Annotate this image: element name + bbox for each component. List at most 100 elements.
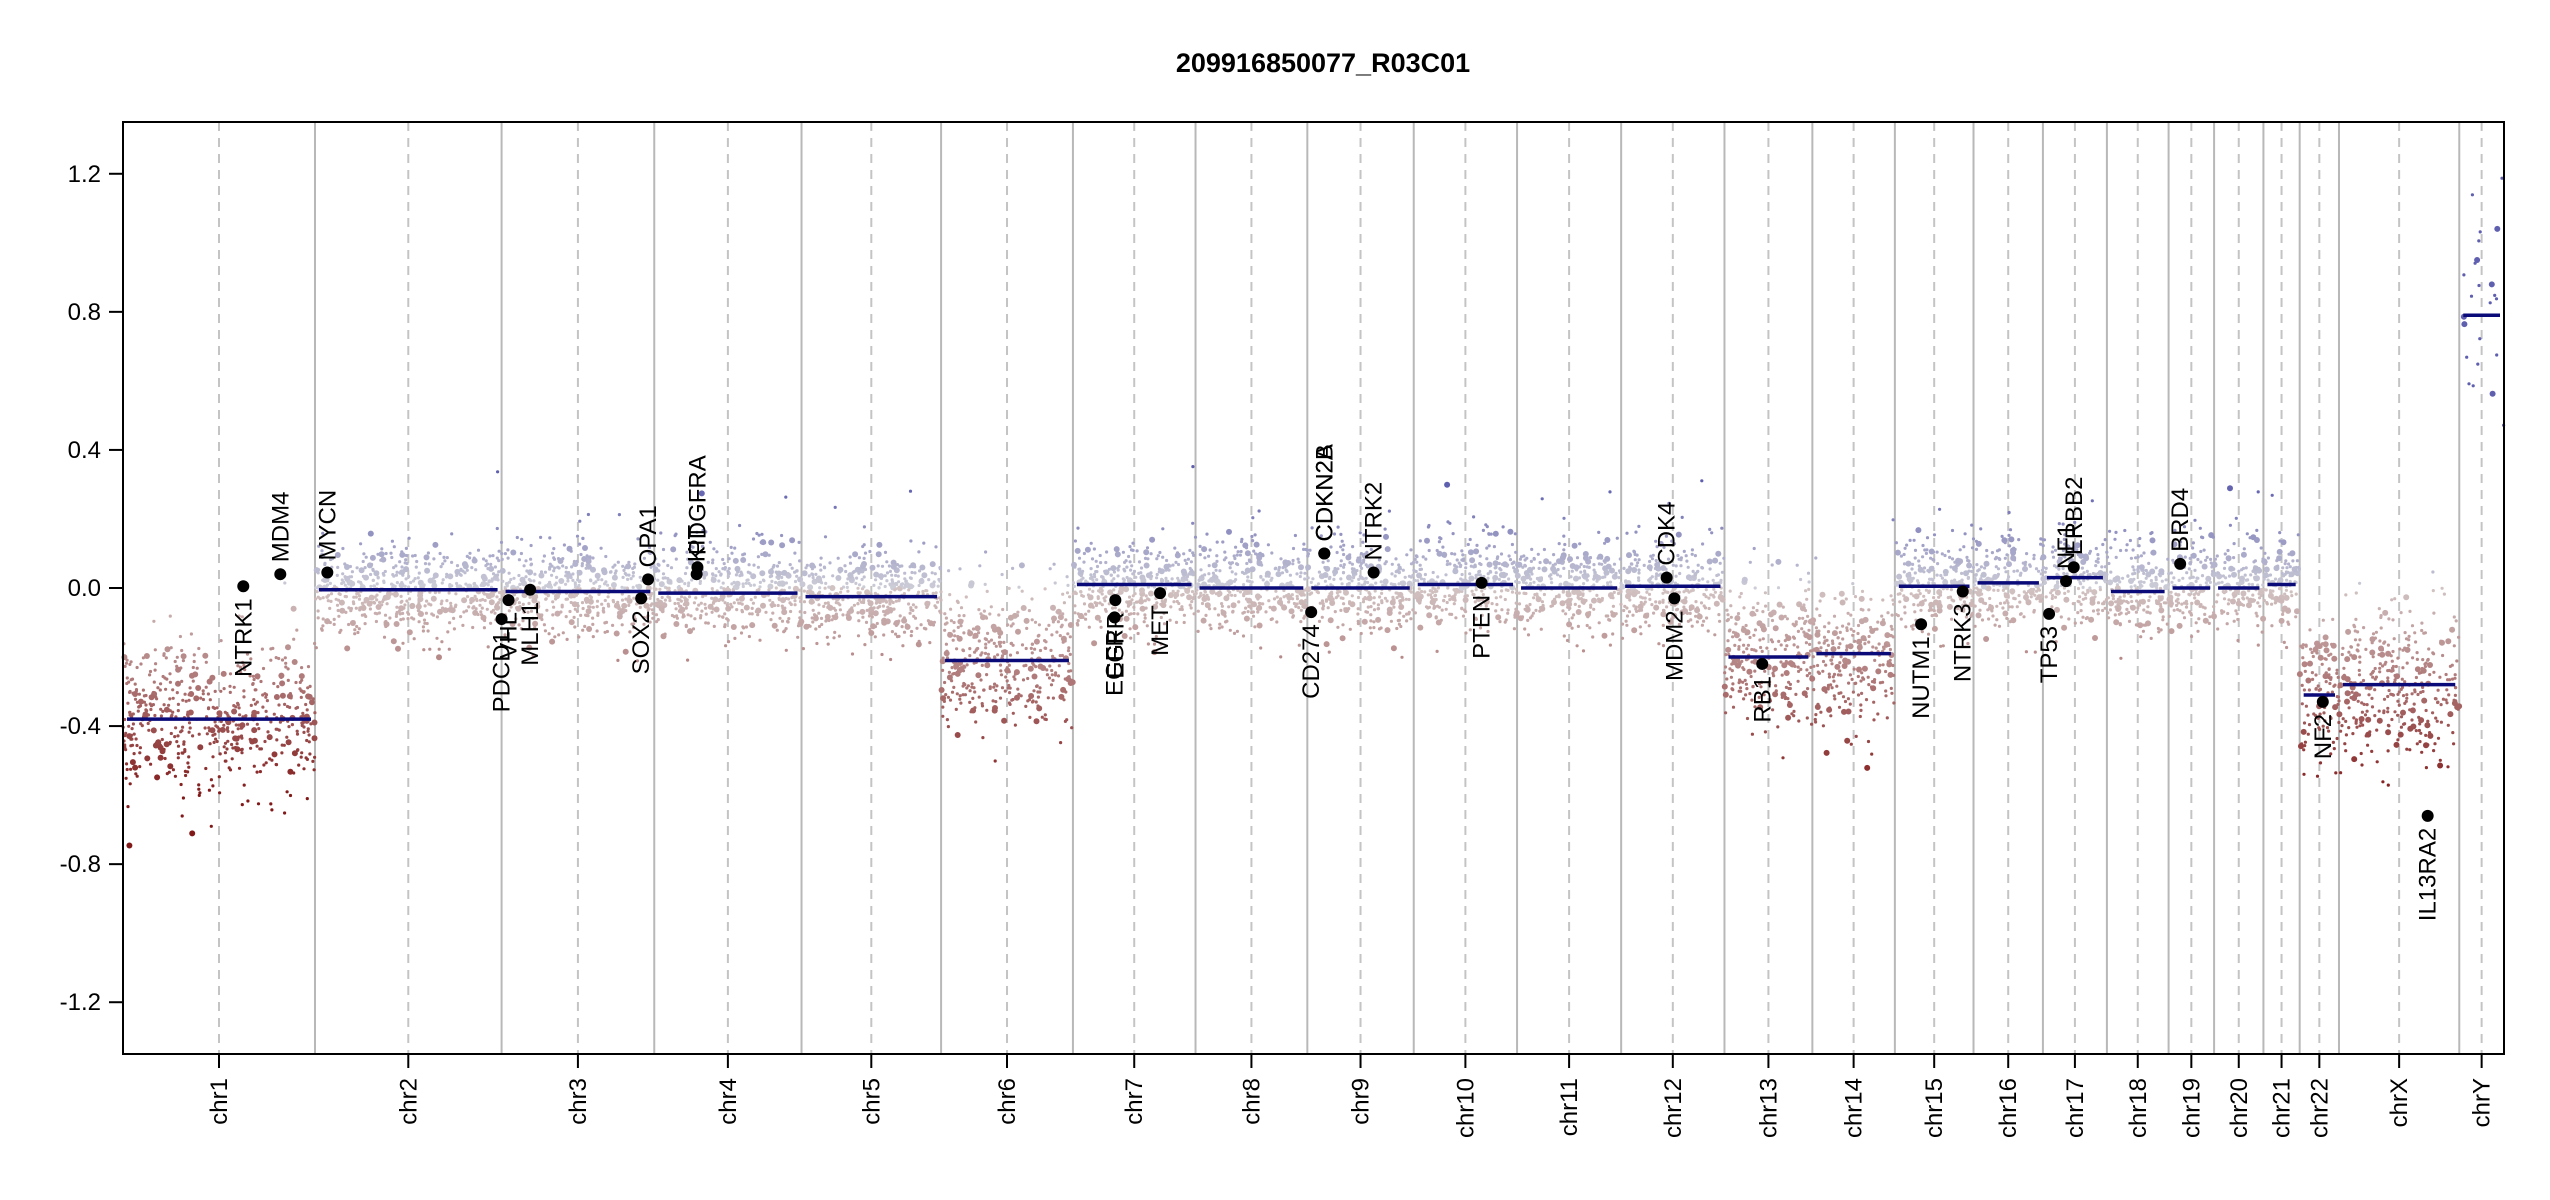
probe-point xyxy=(1564,581,1568,585)
probe-point xyxy=(1696,563,1700,567)
probe-point xyxy=(1414,569,1418,574)
probe-point xyxy=(173,774,177,778)
probe-point xyxy=(951,672,955,676)
probe-point xyxy=(208,742,212,746)
probe-point xyxy=(249,746,253,750)
probe-point xyxy=(288,793,293,798)
probe-point xyxy=(1713,633,1717,637)
probe-point xyxy=(1342,565,1346,569)
probe-point xyxy=(368,594,375,601)
probe-point xyxy=(276,685,280,689)
probe-point xyxy=(1105,550,1109,554)
probe-point xyxy=(1715,573,1719,578)
probe-point xyxy=(452,616,456,621)
probe-point xyxy=(148,694,155,701)
probe-point xyxy=(621,575,625,580)
probe-point xyxy=(1068,595,1072,599)
probe-point xyxy=(252,698,256,702)
probe-point xyxy=(1152,603,1159,610)
probe-point xyxy=(226,714,230,718)
probe-point xyxy=(734,573,739,577)
probe-point xyxy=(591,605,595,609)
probe-point xyxy=(710,577,717,583)
probe-point xyxy=(742,626,746,630)
probe-point xyxy=(1342,563,1346,567)
probe-point xyxy=(251,727,258,734)
probe-point xyxy=(1731,705,1736,709)
probe-point xyxy=(704,606,708,610)
probe-point xyxy=(1146,557,1150,561)
probe-point xyxy=(1746,668,1753,675)
probe-point xyxy=(1092,547,1096,551)
probe-point xyxy=(587,598,594,605)
probe-point xyxy=(292,637,296,641)
probe-point xyxy=(1224,556,1228,560)
probe-point xyxy=(228,690,232,695)
probe-point xyxy=(1259,646,1263,650)
probe-point xyxy=(304,702,308,707)
probe-point xyxy=(952,629,956,633)
probe-point xyxy=(1479,562,1483,567)
probe-point xyxy=(1284,568,1288,572)
probe-point xyxy=(1426,612,1433,619)
probe-point xyxy=(363,566,367,570)
probe-point xyxy=(459,615,463,619)
probe-point xyxy=(180,751,184,755)
probe-point xyxy=(290,723,294,727)
probe-point xyxy=(209,824,213,828)
probe-point xyxy=(799,577,803,582)
probe-point xyxy=(1635,553,1639,557)
probe-point xyxy=(495,595,499,599)
probe-point xyxy=(703,602,707,606)
probe-point xyxy=(363,622,367,626)
probe-point xyxy=(1691,569,1695,574)
probe-point xyxy=(264,695,268,699)
probe-point xyxy=(305,693,312,700)
probe-point xyxy=(214,737,218,741)
probe-point xyxy=(1475,543,1479,548)
probe-point xyxy=(1412,583,1416,587)
probe-point xyxy=(1674,574,1678,578)
probe-point xyxy=(815,641,819,646)
probe-point xyxy=(1059,741,1063,745)
probe-point xyxy=(245,652,250,656)
probe-point xyxy=(1522,580,1526,584)
probe-point xyxy=(729,602,733,607)
probe-point xyxy=(125,767,129,772)
probe-point xyxy=(1361,600,1366,604)
probe-point xyxy=(1804,694,1808,699)
probe-point xyxy=(787,597,791,601)
probe-point xyxy=(1127,554,1131,559)
probe-point xyxy=(522,564,526,568)
probe-point xyxy=(620,585,624,589)
probe-point xyxy=(1341,570,1346,575)
probe-point xyxy=(853,569,857,574)
probe-point xyxy=(751,601,756,605)
probe-point xyxy=(897,599,901,603)
probe-point xyxy=(1235,562,1239,566)
probe-point xyxy=(1577,576,1582,580)
probe-point xyxy=(163,706,170,713)
probe-point xyxy=(1585,573,1589,577)
probe-point xyxy=(927,601,931,605)
probe-point xyxy=(797,620,804,627)
probe-point xyxy=(627,560,631,564)
probe-point xyxy=(305,738,309,743)
probe-point xyxy=(140,724,144,728)
probe-point xyxy=(1004,675,1008,679)
probe-point xyxy=(295,732,300,736)
probe-point xyxy=(730,551,734,555)
probe-point xyxy=(156,686,160,690)
probe-point xyxy=(614,569,618,573)
probe-point xyxy=(129,759,136,766)
probe-point xyxy=(1531,566,1536,570)
probe-point xyxy=(1379,626,1383,630)
probe-point xyxy=(1796,629,1800,634)
probe-point xyxy=(272,681,276,686)
probe-point xyxy=(1556,573,1560,577)
probe-point xyxy=(541,559,545,563)
probe-point xyxy=(1776,725,1780,729)
probe-point xyxy=(189,672,195,679)
probe-point xyxy=(496,470,500,474)
probe-point xyxy=(883,550,888,555)
